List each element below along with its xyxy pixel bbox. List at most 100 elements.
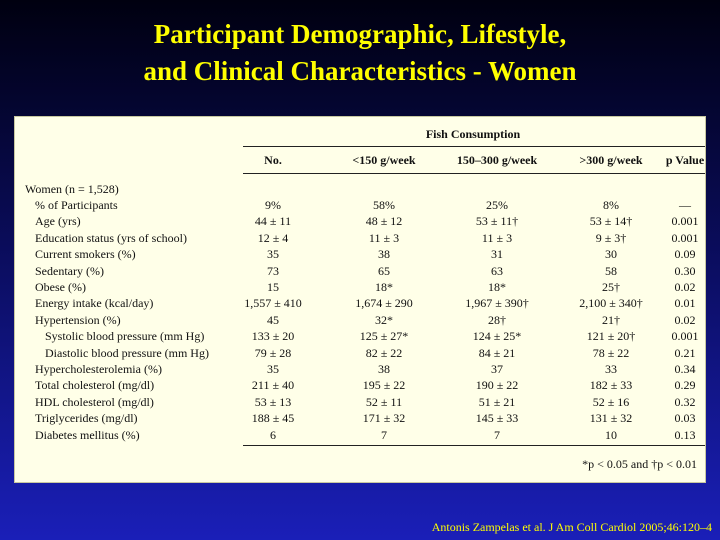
row-label: Triglycerides (mg/dl) <box>35 411 138 426</box>
group-label: Women (n = 1,528) <box>25 182 119 196</box>
table-panel: Fish Consumption No. <150 g/week 150–300… <box>14 116 706 483</box>
cell-150-300: 18* <box>488 280 506 294</box>
cell-150-300: 145 ± 33 <box>475 411 519 426</box>
row-label: Age (yrs) <box>35 214 81 229</box>
cell-no: 15 <box>267 280 279 294</box>
table-row: HDL cholesterol (mg/dl) 53 ± 13 52 ± 11 51 … <box>15 395 707 411</box>
cell-p-value: 0.13 <box>674 427 696 442</box>
cell-gt300: 53 ± 14† <box>589 214 633 229</box>
cell-no: 188 ± 45 <box>251 411 295 426</box>
cell-no: 1,557 ± 410 <box>244 296 302 311</box>
row-label: Current smokers (%) <box>35 247 136 262</box>
table-row: Triglycerides (mg/dl) 188 ± 45 171 ± 32 145… <box>15 411 707 427</box>
cell-no: 73 <box>267 263 279 278</box>
cell-150-300: 31 <box>491 247 503 262</box>
cell-p-value: — <box>679 198 691 212</box>
cell-gt300: 25† <box>602 280 620 294</box>
row-label: Sedentary (%) <box>35 263 104 278</box>
cell-150-300: 190 ± 22 <box>475 378 519 393</box>
cell-150-300: 28† <box>488 312 506 327</box>
cell-150-300: 1,967 ± 390† <box>465 296 529 311</box>
cell-lt150: 1,674 ± 290 <box>355 296 413 311</box>
cell-lt150: 18* <box>375 280 393 294</box>
cell-no: 35 <box>267 247 279 262</box>
row-label: Hypercholesterolemia (%) <box>35 362 162 376</box>
table-row: Current smokers (%) 35 38 31 30 0.09 <box>15 247 707 263</box>
row-label: % of Participants <box>35 198 118 212</box>
slide-title: Participant Demographic, Lifestyle, and … <box>0 16 720 90</box>
cell-lt150: 32* <box>375 312 393 327</box>
header-rule-top <box>243 146 705 147</box>
cell-gt300: 21† <box>602 312 620 327</box>
cell-lt150: 58% <box>373 198 395 212</box>
cell-gt300: 10 <box>605 427 617 442</box>
slide-title-line-2: and Clinical Characteristics - Women <box>143 56 577 86</box>
cell-no: 79 ± 28 <box>254 345 292 360</box>
row-label: Systolic blood pressure (mm Hg) <box>45 329 205 344</box>
cell-p-value: 0.34 <box>674 362 696 376</box>
cell-150-300: 84 ± 21 <box>478 345 516 360</box>
cell-p-value: 0.30 <box>674 263 696 278</box>
row-label: Diabetes mellitus (%) <box>35 427 140 442</box>
table-row: Hypercholesterolemia (%) 35 38 37 33 0.34 <box>15 362 707 378</box>
cell-gt300: 33 <box>605 362 617 376</box>
cell-p-value: 0.001 <box>671 230 699 245</box>
cell-gt300: 8% <box>603 198 619 212</box>
cell-gt300: 30 <box>605 247 617 262</box>
cell-150-300: 124 ± 25* <box>472 329 522 344</box>
table-row: Age (yrs) 44 ± 11 48 ± 12 53 ± 11† 53 ± 14† 0… <box>15 214 707 230</box>
cell-150-300: 7 <box>494 427 500 442</box>
cell-lt150: 38 <box>378 247 390 262</box>
cell-150-300: 53 ± 11† <box>475 214 519 229</box>
cell-p-value: 0.01 <box>674 296 696 311</box>
cell-lt150: 52 ± 11 <box>365 394 403 409</box>
table-row: Diastolic blood pressure (mm Hg) 79 ± 28 8… <box>15 346 707 362</box>
cell-gt300: 9 ± 3† <box>595 230 627 245</box>
cell-no: 45 <box>267 312 279 327</box>
cell-lt150: 171 ± 32 <box>362 411 406 426</box>
cell-gt300: 2,100 ± 340† <box>579 296 643 311</box>
group-label-row: Women (n = 1,528) <box>15 182 707 198</box>
row-label: Diastolic blood pressure (mm Hg) <box>45 345 209 360</box>
cell-lt150: 48 ± 12 <box>365 214 403 229</box>
cell-no: 211 ± 40 <box>251 378 295 393</box>
cell-gt300: 58 <box>605 263 617 278</box>
row-label: Education status (yrs of school) <box>35 230 187 245</box>
cell-p-value: 0.001 <box>671 214 699 229</box>
cell-no: 133 ± 20 <box>251 329 295 344</box>
fish-consumption-header: Fish Consumption <box>425 127 521 141</box>
cell-150-300: 11 ± 3 <box>481 230 513 245</box>
cell-p-value: 0.32 <box>674 394 696 409</box>
cell-no: 35 <box>267 362 279 376</box>
header-rule-bottom <box>243 173 705 174</box>
row-label: HDL cholesterol (mg/dl) <box>35 394 154 409</box>
cell-no: 12 ± 4 <box>257 230 289 245</box>
table-row: Total cholesterol (mg/dl) 211 ± 40 195 ± 2… <box>15 378 707 394</box>
cell-no: 6 <box>270 427 276 442</box>
cell-lt150: 82 ± 22 <box>365 345 403 360</box>
cell-150-300: 51 ± 21 <box>478 394 516 409</box>
cell-lt150: 195 ± 22 <box>362 378 406 393</box>
footnote: *p < 0.05 and †p < 0.01 <box>582 457 697 471</box>
cell-gt300: 182 ± 33 <box>589 378 633 393</box>
slide-title-line-1: Participant Demographic, Lifestyle, <box>153 19 567 49</box>
column-header-gt300: >300 g/week <box>579 153 643 167</box>
table-row: Hypertension (%) 45 32* 28† 21† 0.02 <box>15 313 707 329</box>
cell-gt300: 78 ± 22 <box>592 345 630 360</box>
cell-150-300: 25% <box>486 198 508 212</box>
cell-gt300: 131 ± 32 <box>589 411 633 426</box>
table-row: Obese (%) 15 18* 18* 25† 0.02 <box>15 280 707 296</box>
cell-lt150: 65 <box>378 263 390 278</box>
table-row: Education status (yrs of school) 12 ± 4 11… <box>15 231 707 247</box>
cell-p-value: 0.02 <box>674 312 696 327</box>
column-header-p-value: p Value <box>665 153 705 167</box>
cell-p-value: 0.03 <box>674 411 696 426</box>
table-row: Diabetes mellitus (%) 6 7 7 10 0.13 <box>15 428 707 444</box>
cell-lt150: 38 <box>378 362 390 376</box>
table-row: Systolic blood pressure (mm Hg) 133 ± 20 1… <box>15 329 707 345</box>
cell-gt300: 121 ± 20† <box>586 329 636 344</box>
row-label: Obese (%) <box>35 280 86 294</box>
row-label: Energy intake (kcal/day) <box>35 296 154 311</box>
table-row: Energy intake (kcal/day) 1,557 ± 410 1,674… <box>15 296 707 312</box>
column-header-lt150: <150 g/week <box>352 153 416 167</box>
